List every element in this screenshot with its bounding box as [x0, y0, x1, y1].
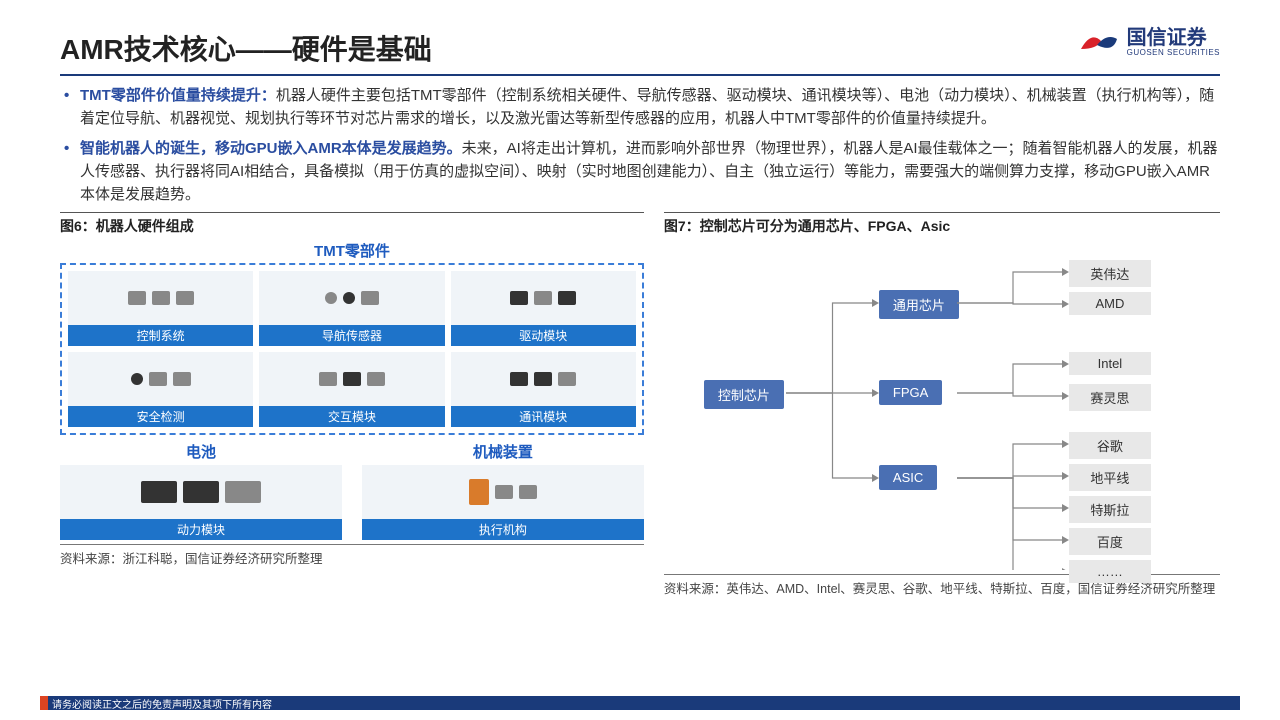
bullet-item: TMT零部件价值量持续提升：机器人硬件主要包括TMT零部件（控制系统相关硬件、导… [60, 84, 1220, 131]
content: TMT零部件价值量持续提升：机器人硬件主要包括TMT零部件（控制系统相关硬件、导… [0, 84, 1280, 597]
card-label: 通讯模块 [451, 406, 636, 427]
card-label: 动力模块 [60, 519, 342, 540]
fig6-tmt-title: TMT零部件 [60, 240, 644, 261]
card-label: 导航传感器 [259, 325, 444, 346]
figures-row: 图6：机器人硬件组成 TMT零部件 控制系统 导航传感器 驱动模块 安全检测 交… [60, 212, 1220, 597]
card-label: 交互模块 [259, 406, 444, 427]
placeholder-icon [451, 271, 636, 325]
placeholder-icon [259, 271, 444, 325]
bullet-lead: TMT零部件价值量持续提升： [80, 87, 276, 104]
bullet-list: TMT零部件价值量持续提升：机器人硬件主要包括TMT零部件（控制系统相关硬件、导… [60, 84, 1220, 206]
brand-logo: 国信证券 GUOSEN SECURITIES [1079, 28, 1220, 57]
card-label: 执行机构 [362, 519, 644, 540]
figure-6: 图6：机器人硬件组成 TMT零部件 控制系统 导航传感器 驱动模块 安全检测 交… [60, 212, 644, 597]
header-rule [60, 74, 1220, 76]
fig6-card: 安全检测 [68, 352, 253, 427]
placeholder-icon [68, 352, 253, 406]
footer: 请务必阅读正文之后的免责声明及其项下所有内容 [40, 696, 1240, 716]
header: AMR技术核心——硬件是基础 国信证券 GUOSEN SECURITIES [0, 0, 1280, 74]
col-title: 机械装置 [362, 441, 644, 462]
fig6-card: 驱动模块 [451, 271, 636, 346]
placeholder-icon [60, 465, 342, 519]
logo-icon [1079, 29, 1119, 57]
page-title: AMR技术核心——硬件是基础 [60, 28, 432, 68]
fig6-battery-col: 电池 动力模块 [60, 441, 342, 540]
bullet-lead: 智能机器人的诞生，移动GPU嵌入AMR本体是发展趋势。 [80, 140, 462, 157]
logo-text: 国信证券 GUOSEN SECURITIES [1127, 28, 1220, 57]
figure-7: 图7：控制芯片可分为通用芯片、FPGA、Asic 控制芯片通用芯片英伟达AMDF… [664, 212, 1220, 597]
fig6-tmt-grid: 控制系统 导航传感器 驱动模块 安全检测 交互模块 通讯模块 [60, 263, 644, 435]
placeholder-icon [362, 465, 644, 519]
card-label: 安全检测 [68, 406, 253, 427]
fig7-tree: 控制芯片通用芯片英伟达AMDFPGAIntel赛灵思ASIC谷歌地平线特斯拉百度… [664, 240, 1220, 570]
bullet-item: 智能机器人的诞生，移动GPU嵌入AMR本体是发展趋势。未来，AI将走出计算机，进… [60, 137, 1220, 207]
card-label: 驱动模块 [451, 325, 636, 346]
col-title: 电池 [60, 441, 342, 462]
fig6-card: 控制系统 [68, 271, 253, 346]
footer-text: 请务必阅读正文之后的免责声明及其项下所有内容 [40, 696, 1240, 710]
fig6-card: 导航传感器 [259, 271, 444, 346]
footer-accent [40, 696, 48, 710]
brand-en: GUOSEN SECURITIES [1127, 48, 1220, 57]
fig6-card: 交互模块 [259, 352, 444, 427]
fig6-mech-col: 机械装置 执行机构 [362, 441, 644, 540]
placeholder-icon [68, 271, 253, 325]
placeholder-icon [259, 352, 444, 406]
fig7-caption: 图7：控制芯片可分为通用芯片、FPGA、Asic [664, 212, 1220, 236]
fig6-source: 资料来源：浙江科聪，国信证券经济研究所整理 [60, 544, 644, 567]
placeholder-icon [451, 352, 636, 406]
card-label: 控制系统 [68, 325, 253, 346]
fig6-caption: 图6：机器人硬件组成 [60, 212, 644, 236]
fig6-bottom-row: 电池 动力模块 机械装置 执行机构 [60, 441, 644, 540]
brand-cn: 国信证券 [1127, 28, 1220, 48]
fig6-card: 通讯模块 [451, 352, 636, 427]
